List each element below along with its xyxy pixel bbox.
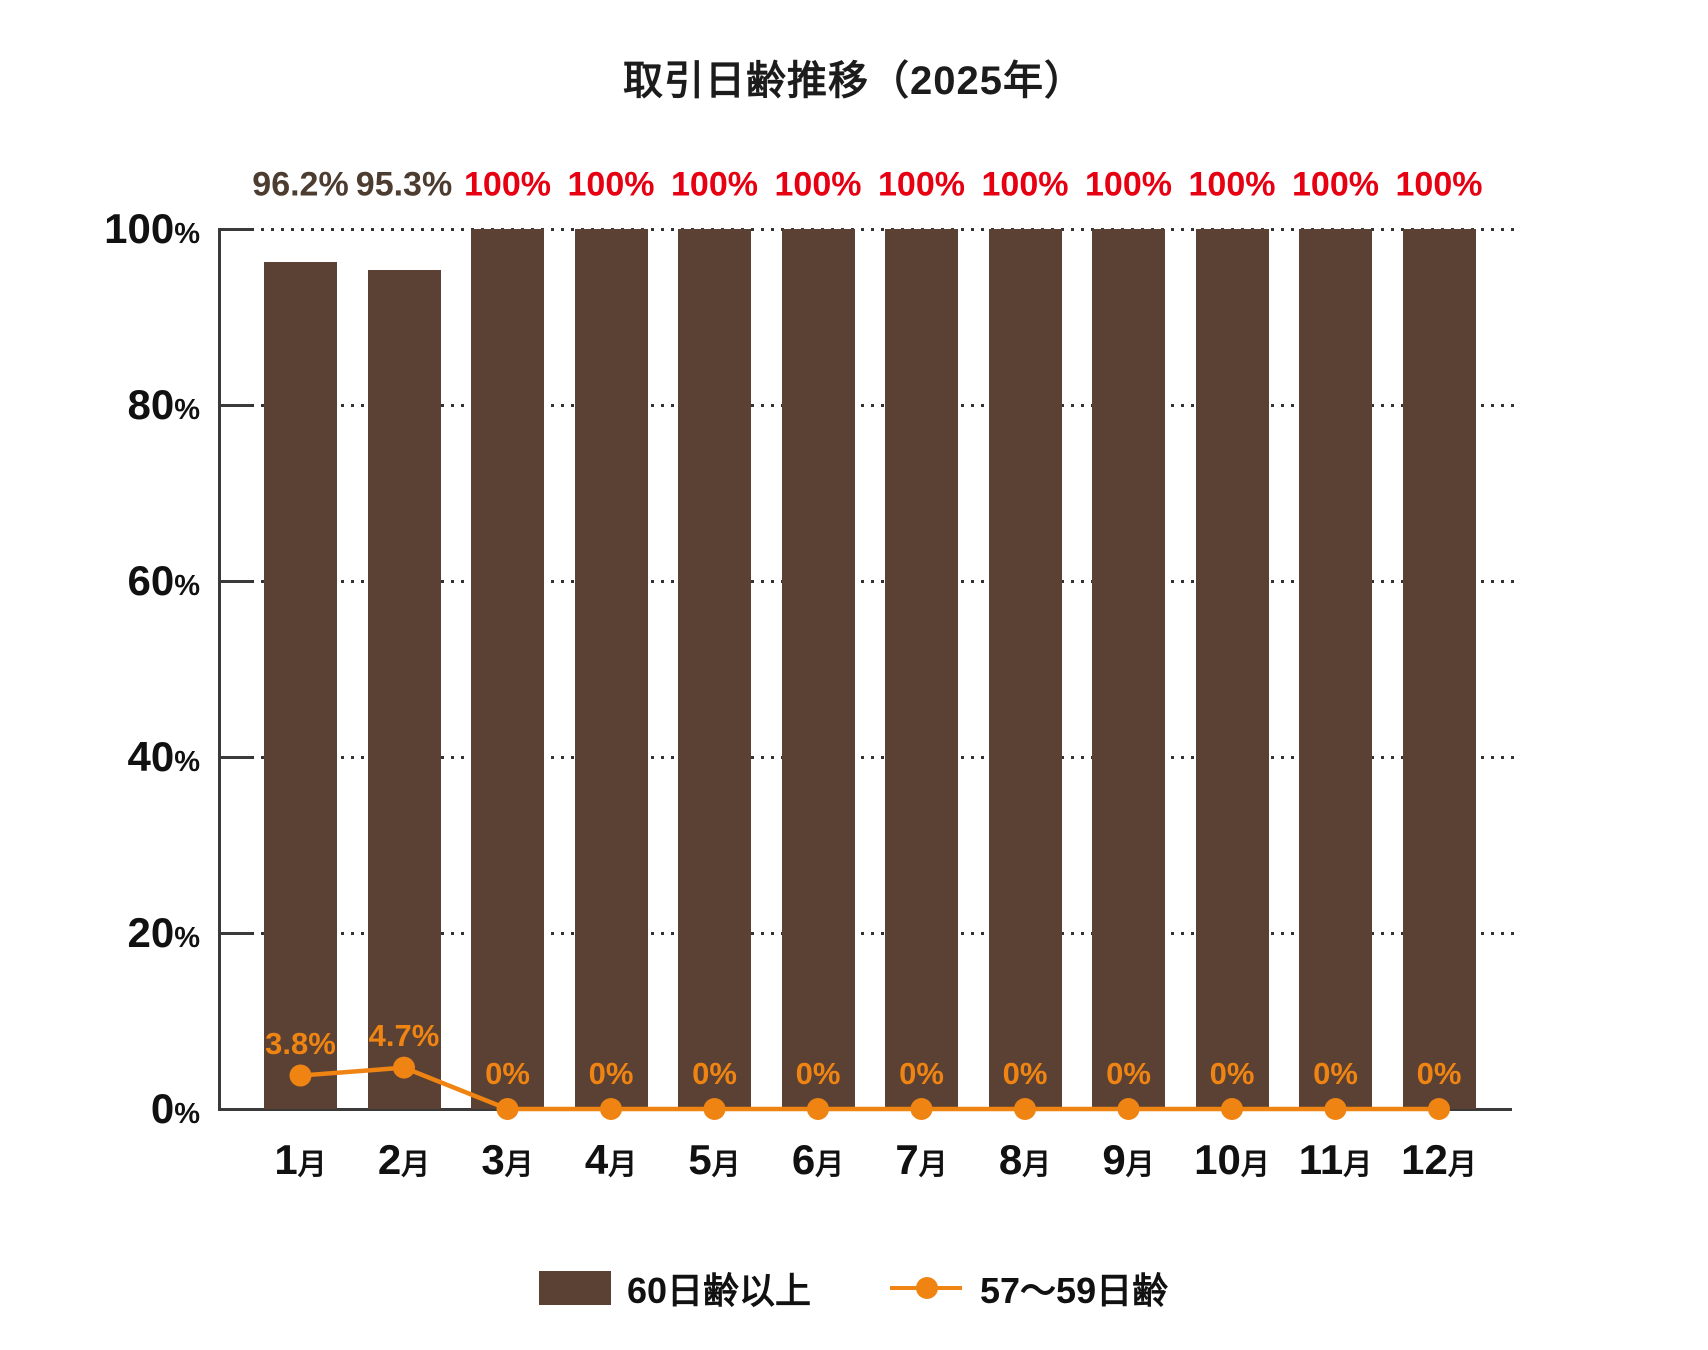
line-data-point [807,1098,829,1120]
line-value-label: 0% [588,1056,634,1091]
bar-series-label: 60日齢以上 [627,1270,812,1311]
legend-item-bar-series: 60日齢以上 [539,1262,811,1314]
gridline [251,579,1515,583]
bar-value-label: 100% [774,165,862,204]
x-axis-label: 7月 [895,1136,948,1183]
line-data-point [703,1098,726,1120]
bar [1299,229,1372,1109]
bar [781,229,855,1109]
line-data-point [496,1098,519,1120]
bar-value-label: 95.3% [355,165,453,204]
bar-series-swatch [539,1271,611,1305]
x-axis-label: 2月 [377,1136,431,1183]
line-value-label: 0% [1209,1056,1255,1091]
x-axis-label: 3月 [481,1136,534,1183]
gridline [251,755,1515,759]
line-data-point [1324,1098,1347,1120]
line-value-label: 0% [1416,1056,1462,1091]
gridline [251,227,1515,231]
y-axis-line [218,229,221,1109]
x-axis-label: 10月 [1194,1136,1270,1183]
y-axis-label: 80% [127,381,200,428]
bar-value-label: 96.2% [252,165,349,204]
line-data-point [600,1098,622,1120]
x-axis-label: 6月 [791,1136,845,1183]
bar-value-label: 100% [567,165,655,204]
line-value-label: 0% [1313,1056,1358,1091]
bar-value-label: 100% [671,165,758,204]
bar [678,229,751,1109]
line-data-point [1428,1098,1450,1120]
line-data-point [1221,1098,1243,1120]
chart-title: 取引日齢推移（2025年） [623,59,1085,103]
y-axis-tick [218,227,251,231]
bar-value-label: 100% [1188,165,1276,204]
bar-value-label: 100% [1292,165,1379,204]
y-axis-label: 40% [127,733,200,780]
y-axis-label: 20% [127,909,200,956]
bar [367,270,441,1109]
bar-value-label: 100% [981,165,1069,204]
line-data-point [289,1064,312,1087]
line-data-point [393,1056,415,1079]
gridline [251,403,1515,407]
bar-value-label: 100% [1395,165,1483,204]
line-value-label: 0% [692,1056,737,1091]
bar [1402,229,1476,1109]
gridline [251,931,1515,935]
bar [264,262,337,1109]
x-axis-label: 5月 [688,1136,741,1183]
bar [1092,229,1165,1109]
line-data-point [1014,1098,1036,1120]
bar-value-label: 100% [878,165,965,204]
line-series-dot-icon [916,1277,938,1299]
line-series-label: 57〜59日齢 [980,1270,1169,1311]
x-axis-label: 9月 [1102,1136,1155,1183]
bar [574,229,648,1109]
y-axis-label: 100% [104,205,200,252]
x-axis-label: 8月 [998,1136,1052,1183]
line-value-label: 0% [1106,1056,1151,1091]
y-axis-tick [218,755,251,759]
x-axis-label: 1月 [274,1136,327,1183]
y-axis-label: 60% [127,557,200,604]
legend: 60日齢以上 57〜59日齢 [0,1262,1708,1311]
x-axis-label: 12月 [1401,1136,1477,1183]
line-data-point [910,1098,933,1120]
line-value-label: 0% [899,1056,944,1091]
line-data-point [1117,1098,1140,1120]
bar-value-label: 100% [1085,165,1172,204]
line-value-label: 0% [485,1056,530,1091]
line-value-label: 3.8% [265,1025,336,1061]
line-series-marker [890,1271,962,1305]
bar-value-label: 100% [464,165,551,204]
y-axis-label: 0% [150,1085,200,1132]
line-value-label: 4.7% [368,1017,440,1053]
bar [885,229,958,1109]
y-axis-tick [218,403,251,407]
bar [988,229,1062,1109]
y-axis-tick [218,579,251,583]
line-value-label: 0% [1002,1056,1048,1091]
bar [1195,229,1269,1109]
y-axis-tick [218,931,251,935]
bar [471,229,544,1109]
legend-item-line-series: 57〜59日齢 [890,1262,1168,1314]
line-value-label: 0% [795,1056,841,1091]
x-axis-label: 11月 [1298,1136,1373,1183]
line-series-path [300,1065,1439,1112]
x-axis-label: 4月 [584,1136,638,1183]
